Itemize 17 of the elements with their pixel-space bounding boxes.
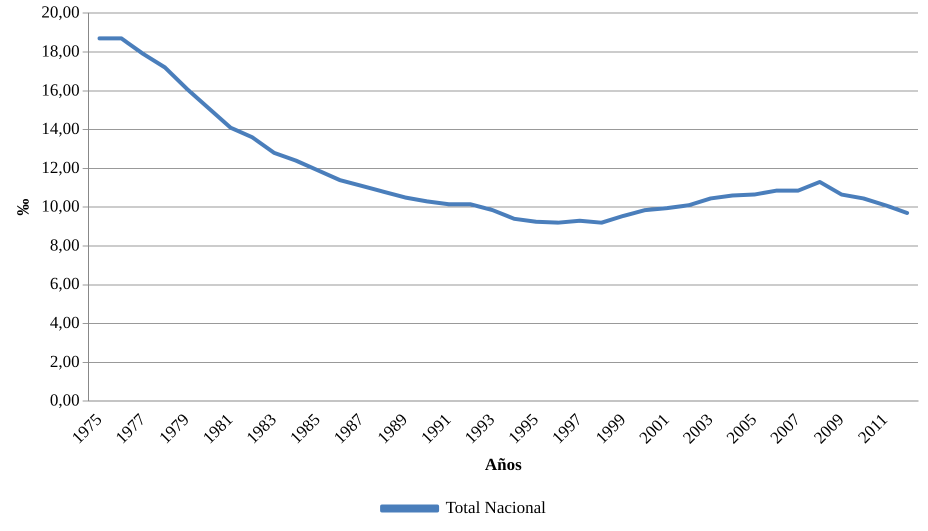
x-axis-title: Años <box>484 455 522 474</box>
y-tick-label: 8,00 <box>50 235 80 254</box>
y-tick-label: 0,00 <box>50 390 80 410</box>
x-tick-label: 2011 <box>854 410 892 447</box>
y-tick-label: 6,00 <box>50 274 80 294</box>
y-tick-label: 18,00 <box>41 41 80 60</box>
x-tick-label: 1991 <box>417 410 455 448</box>
y-tick-label: 12,00 <box>41 158 80 177</box>
y-tick-label: 20,00 <box>41 2 80 22</box>
y-tick-label: 16,00 <box>41 80 80 100</box>
y-tick-label: 14,00 <box>41 119 80 138</box>
x-tick-label: 1981 <box>199 410 236 448</box>
legend-label: Total Nacional <box>446 498 546 517</box>
y-tick-label: 2,00 <box>50 352 80 371</box>
y-tick-label: 10,00 <box>41 196 80 216</box>
y-tick-label: 4,00 <box>50 313 80 332</box>
y-axis-title: ‰ <box>14 198 33 216</box>
